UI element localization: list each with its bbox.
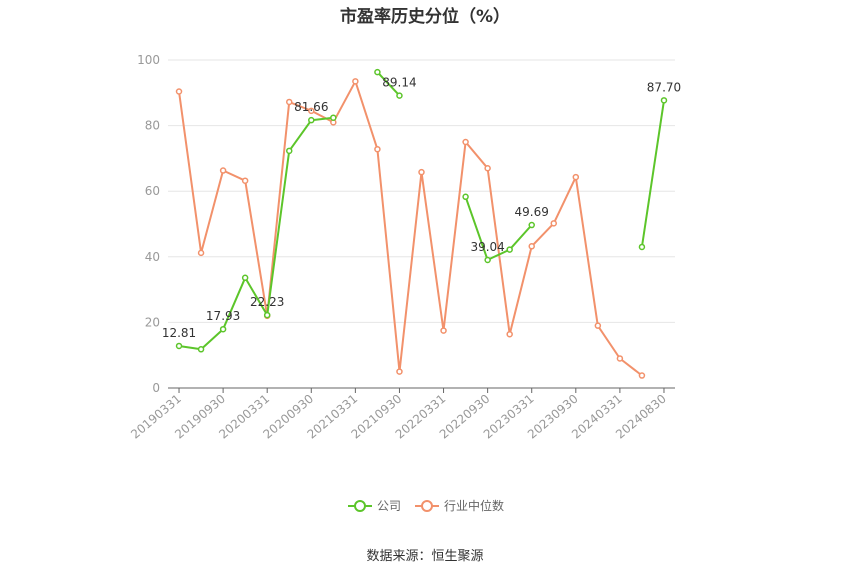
industry-point — [528, 243, 535, 250]
company-point — [638, 243, 646, 251]
industry-point — [638, 372, 646, 379]
company-point — [241, 274, 249, 282]
industry-line-segment — [178, 80, 643, 377]
company-point — [660, 97, 668, 104]
data-label: 39.04 — [470, 240, 504, 254]
company-point — [197, 346, 205, 353]
industry-point — [241, 177, 249, 184]
company-line-segment — [464, 196, 533, 261]
y-tick-label: 80 — [145, 119, 160, 133]
industry-point — [462, 138, 469, 146]
data-label: 12.81 — [162, 326, 196, 340]
y-tick-label: 20 — [145, 315, 160, 329]
industry-point — [550, 220, 558, 227]
industry-point — [374, 145, 381, 153]
industry-point — [352, 78, 359, 85]
company-point — [506, 246, 513, 253]
y-tick-label: 60 — [145, 184, 160, 198]
industry-point — [572, 173, 580, 181]
industry-point — [418, 168, 425, 176]
company-line-segment — [178, 116, 334, 351]
legend-industry-label: 行业中位数 — [444, 498, 504, 513]
y-tick-label: 40 — [145, 250, 160, 264]
data-source: 数据来源：恒生聚源 — [366, 549, 484, 564]
chart-title: 市盈率历史分位（%） — [339, 7, 511, 27]
industry-point — [308, 107, 315, 115]
company-line-segment — [376, 71, 401, 97]
data-label: 22.23 — [250, 295, 284, 309]
legend-company-marker — [354, 500, 366, 512]
company-point — [308, 116, 315, 124]
y-tick-label: 0 — [152, 381, 160, 395]
company-point — [285, 147, 293, 155]
company-point — [263, 311, 271, 319]
industry-point — [175, 88, 183, 95]
company-line-segment — [640, 100, 665, 248]
legend-company-label: 公司 — [377, 499, 401, 513]
company-point — [374, 68, 381, 76]
data-label: 89.14 — [382, 76, 416, 90]
data-label: 49.69 — [515, 205, 549, 219]
industry-point — [219, 167, 227, 174]
company-point — [219, 325, 227, 333]
industry-point — [197, 249, 205, 257]
industry-point — [594, 322, 602, 329]
legend-industry-marker — [421, 500, 433, 512]
data-label: 87.70 — [647, 80, 681, 94]
company-point — [462, 193, 469, 201]
industry-point — [440, 327, 447, 334]
company-point — [484, 256, 491, 264]
industry-point — [616, 355, 624, 362]
company-point — [175, 342, 183, 350]
data-label: 81.66 — [294, 100, 328, 114]
y-tick-label: 100 — [137, 53, 160, 67]
company-point — [330, 114, 337, 121]
data-label: 17.93 — [206, 309, 240, 323]
industry-point — [285, 98, 293, 106]
industry-point — [506, 330, 513, 338]
company-point — [396, 92, 403, 99]
industry-point — [396, 368, 403, 375]
industry-point — [484, 164, 491, 172]
company-point — [528, 221, 535, 229]
